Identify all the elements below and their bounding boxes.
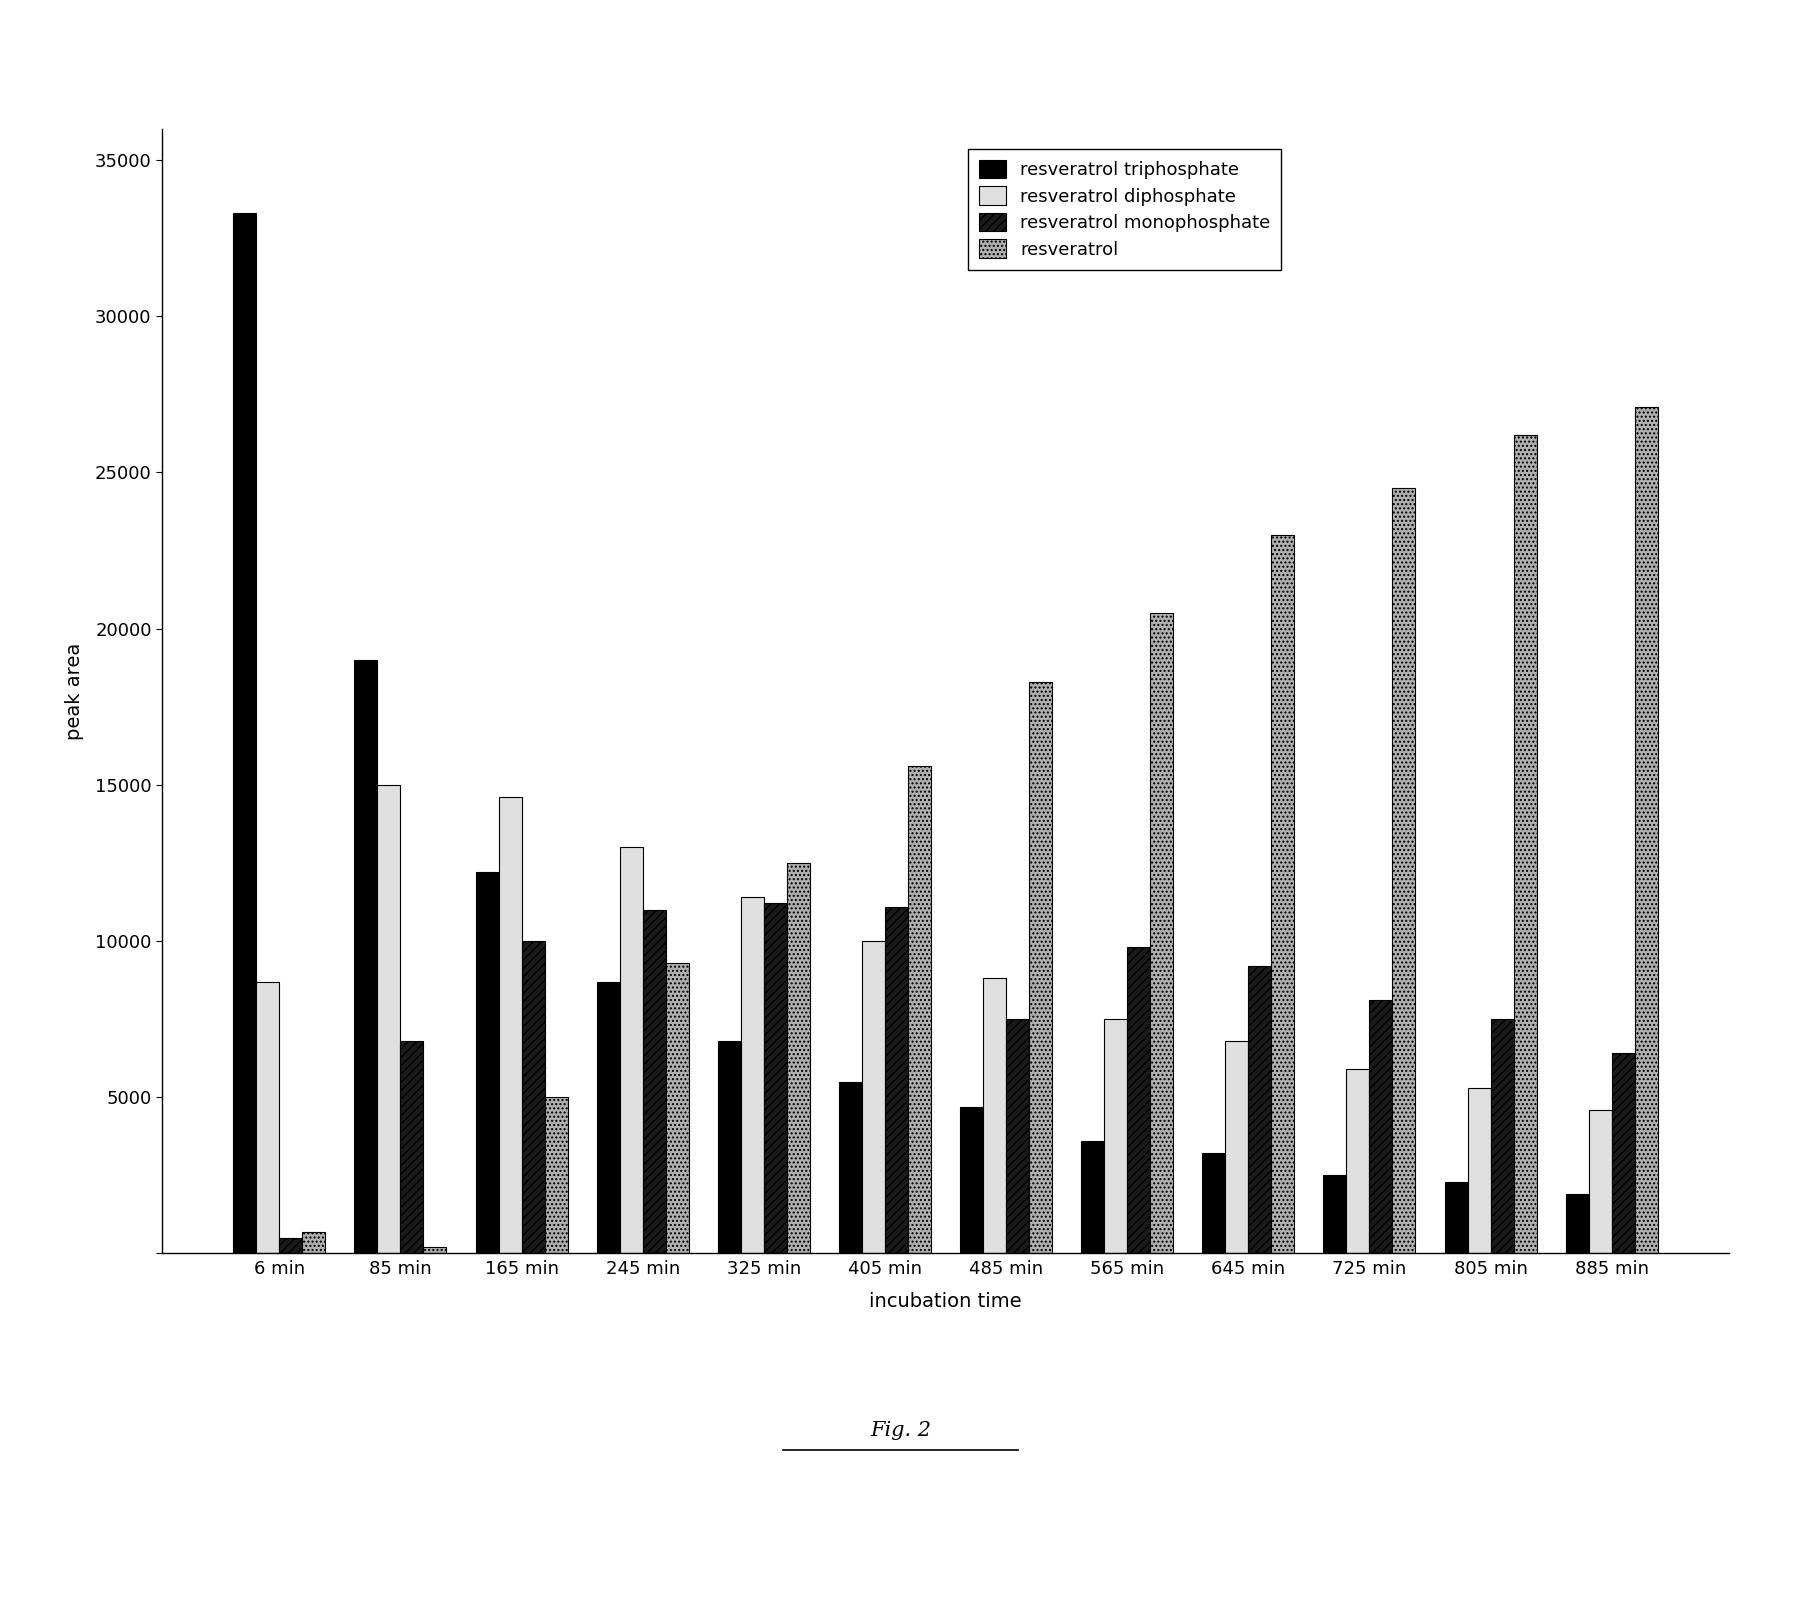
Bar — [666, 963, 688, 1253]
Bar — [787, 863, 810, 1253]
Bar — [1491, 1019, 1513, 1253]
Bar — [1565, 1194, 1588, 1253]
Bar — [1203, 1154, 1225, 1253]
Text: Fig. 2: Fig. 2 — [870, 1421, 931, 1440]
Bar — [1513, 435, 1536, 1253]
Bar — [620, 847, 643, 1253]
Bar — [1081, 1141, 1104, 1253]
Bar — [1007, 1019, 1028, 1253]
Bar — [1444, 1181, 1468, 1253]
Bar — [499, 797, 522, 1253]
X-axis label: incubation time: incubation time — [870, 1292, 1021, 1311]
Bar — [863, 942, 884, 1253]
Bar — [1612, 1054, 1635, 1253]
Bar — [544, 1098, 567, 1253]
Bar — [234, 214, 256, 1253]
Bar — [1104, 1019, 1127, 1253]
Bar — [1272, 535, 1295, 1253]
Bar — [1324, 1175, 1347, 1253]
Bar — [256, 982, 279, 1253]
Bar — [839, 1082, 863, 1253]
Bar — [1225, 1041, 1248, 1253]
Bar — [475, 873, 499, 1253]
Bar — [1151, 612, 1172, 1253]
Bar — [1028, 681, 1052, 1253]
Bar — [1369, 1000, 1392, 1253]
Bar — [884, 906, 908, 1253]
Bar — [1347, 1069, 1369, 1253]
Bar — [1127, 947, 1151, 1253]
Bar — [355, 660, 378, 1253]
Bar — [1588, 1110, 1612, 1253]
Legend: resveratrol triphosphate, resveratrol diphosphate, resveratrol monophosphate, re: resveratrol triphosphate, resveratrol di… — [967, 149, 1281, 270]
Bar — [1248, 966, 1272, 1253]
Bar — [960, 1107, 983, 1253]
Bar — [279, 1237, 303, 1253]
Bar — [908, 767, 931, 1253]
Bar — [423, 1247, 447, 1253]
Bar — [740, 897, 764, 1253]
Bar — [522, 942, 544, 1253]
Y-axis label: peak area: peak area — [65, 643, 85, 739]
Bar — [983, 979, 1007, 1253]
Bar — [1468, 1088, 1491, 1253]
Bar — [719, 1041, 740, 1253]
Bar — [1392, 489, 1416, 1253]
Bar — [378, 784, 400, 1253]
Bar — [303, 1231, 326, 1253]
Bar — [596, 982, 620, 1253]
Bar — [764, 903, 787, 1253]
Bar — [1635, 407, 1657, 1253]
Bar — [400, 1041, 423, 1253]
Bar — [643, 910, 666, 1253]
